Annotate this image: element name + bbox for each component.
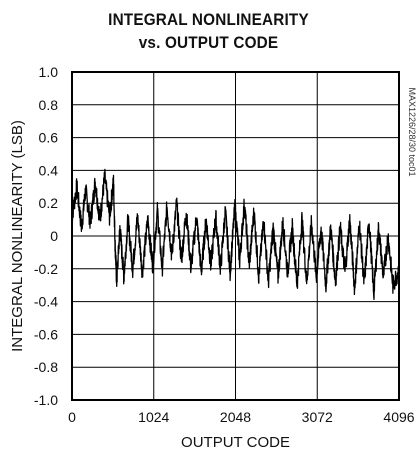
x-axis-label: OUTPUT CODE [181, 434, 290, 451]
y-tick-label: 0.8 [39, 97, 59, 113]
chart-title-line1: INTEGRAL NONLINEARITY [108, 10, 309, 29]
y-tick-label: 1.0 [39, 64, 59, 80]
y-tick-label: 0.2 [39, 195, 59, 211]
y-tick-label: -0.2 [34, 261, 58, 277]
y-tick-label: -0.4 [34, 294, 58, 310]
y-tick-label: 0 [50, 228, 58, 244]
x-tick-labels: 0 1024 2048 3072 4096 [68, 409, 415, 425]
x-tick-label: 1024 [138, 409, 169, 425]
series-group [71, 168, 400, 301]
y-tick-label: -0.6 [34, 326, 58, 342]
y-tick-label: 0.4 [39, 162, 59, 178]
x-tick-label: 4096 [383, 409, 414, 425]
x-tick-label: 0 [68, 409, 76, 425]
chart-title-line2: vs. OUTPUT CODE [138, 33, 279, 52]
figure-code-label: MAX1226/28/30 toc01 [407, 87, 417, 176]
y-tick-label: -1.0 [34, 392, 58, 408]
series-line [71, 168, 400, 301]
y-tick-label: 0.6 [39, 130, 59, 146]
y-axis-label: INTEGRAL NONLINEARITY (LSB) [9, 120, 26, 352]
x-tick-label: 3072 [302, 409, 333, 425]
y-tick-labels: 1.0 0.8 0.6 0.4 0.2 0 -0.2 -0.4 -0.6 -0.8 -1.0 [34, 64, 58, 408]
x-tick-label: 2048 [220, 409, 251, 425]
plot-frame [71, 71, 400, 401]
y-tick-label: -0.8 [34, 359, 58, 375]
